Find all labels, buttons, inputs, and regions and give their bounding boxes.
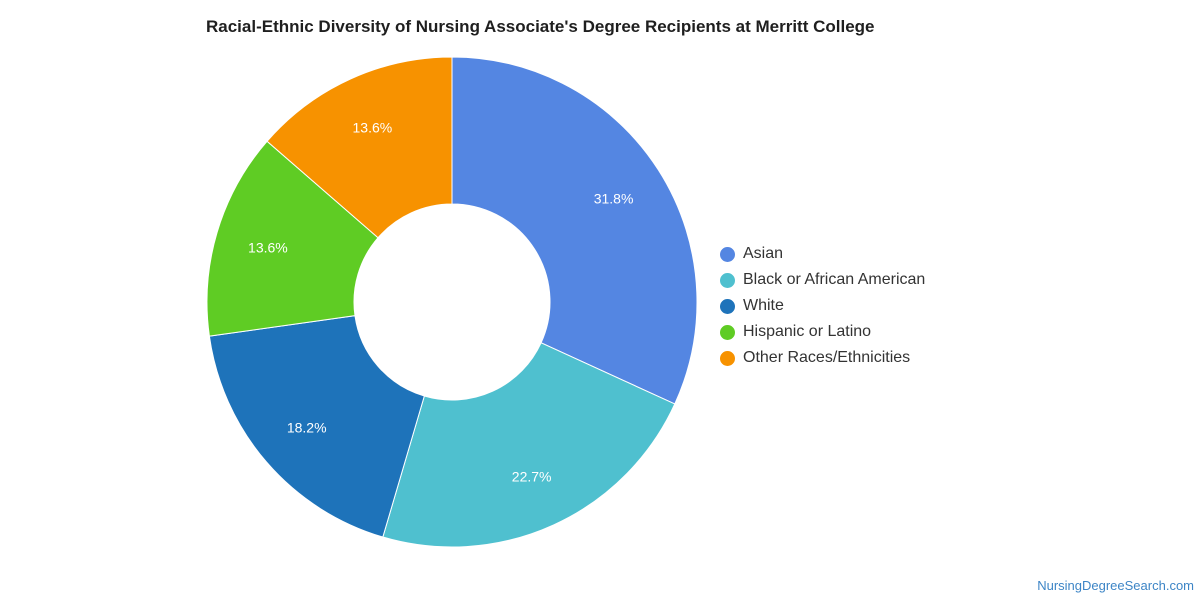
legend-swatch-icon [720, 298, 735, 314]
legend-label: Asian [743, 245, 784, 262]
donut-slices [206, 56, 698, 548]
legend-swatch-icon [720, 246, 735, 262]
legend-label: Black or African American [743, 271, 926, 288]
legend-label: White [743, 297, 784, 314]
slice-hispanic-or-latino[interactable] [206, 140, 379, 337]
slice-asian[interactable] [451, 56, 698, 405]
chart-legend: Asian Black or African American White Hispa… [720, 241, 925, 371]
legend-swatch-icon [720, 350, 735, 366]
legend-item-hispanic-or-latino[interactable]: Hispanic or Latino [720, 319, 925, 345]
legend-swatch-icon [720, 324, 735, 340]
slice-value-label: 13.6% [353, 119, 393, 135]
slice-black-or-african-american[interactable] [382, 342, 676, 548]
slice-white[interactable] [208, 315, 425, 538]
slice-value-label: 31.8% [594, 190, 634, 206]
legend-item-asian[interactable]: Asian [720, 241, 925, 267]
site-watermark[interactable]: NursingDegreeSearch.com [1037, 578, 1194, 593]
chart-title: Racial-Ethnic Diversity of Nursing Assoc… [206, 17, 875, 36]
slice-other-races-ethnicities[interactable] [266, 56, 453, 239]
legend-swatch-icon [720, 272, 735, 288]
legend-item-other-races-ethnicities[interactable]: Other Races/Ethnicities [720, 345, 925, 371]
slice-value-label: 22.7% [512, 469, 552, 485]
legend-item-white[interactable]: White [720, 293, 925, 319]
slice-value-label: 13.6% [248, 240, 288, 256]
legend-label: Other Races/Ethnicities [743, 349, 911, 366]
legend-item-black-or-african-american[interactable]: Black or African American [720, 267, 925, 293]
legend-label: Hispanic or Latino [743, 323, 872, 340]
donut-slice-labels: 31.8% 22.7% 18.2% 13.6% 13.6% [248, 119, 633, 484]
slice-value-label: 18.2% [287, 419, 327, 435]
